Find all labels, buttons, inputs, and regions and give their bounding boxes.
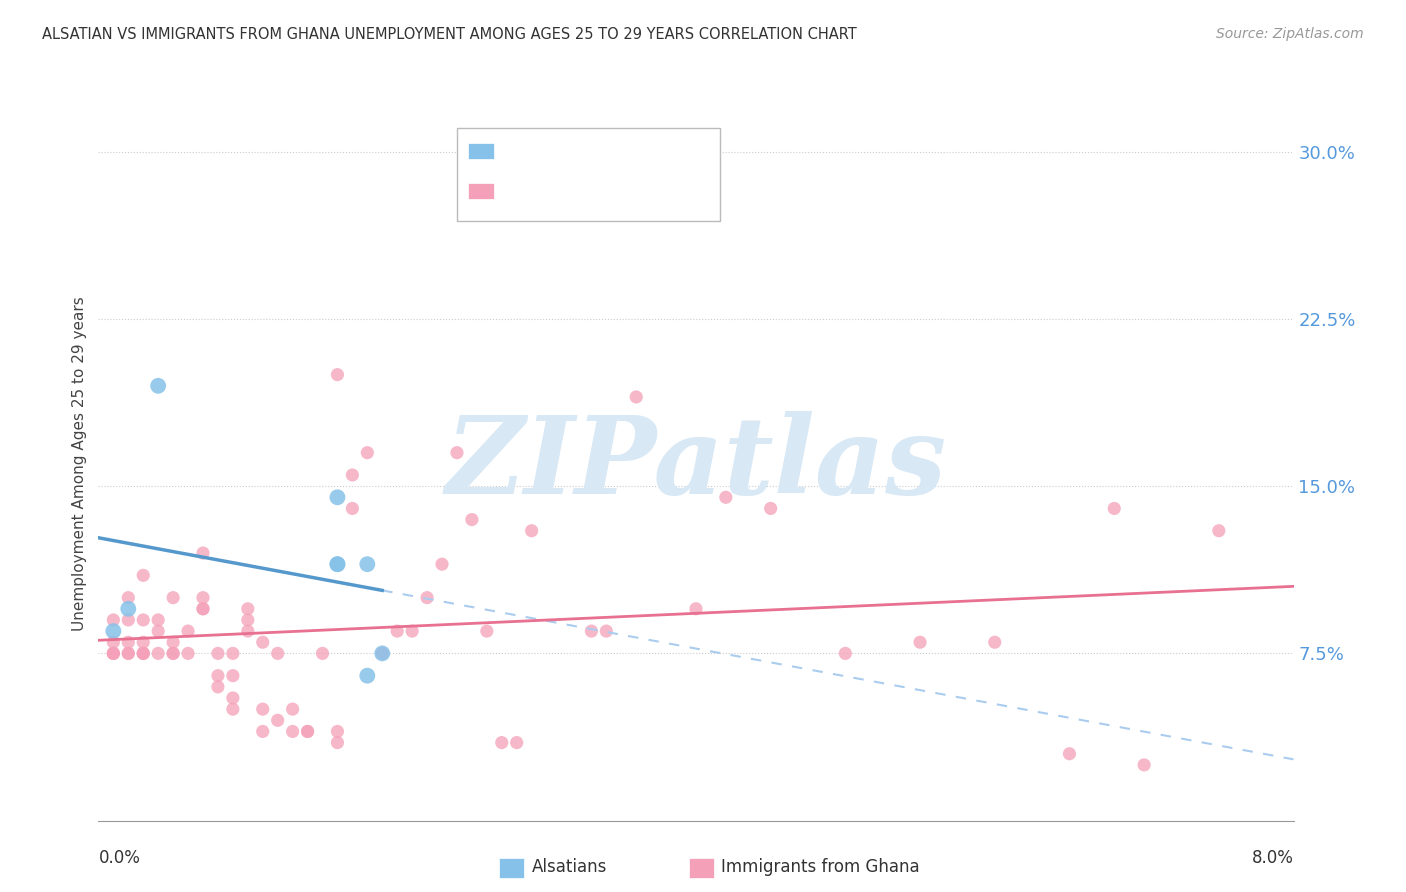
- Point: [252, 724, 274, 739]
- Point: [281, 702, 304, 716]
- Point: [222, 702, 245, 716]
- Point: [222, 669, 245, 683]
- Point: [207, 680, 229, 694]
- Point: [222, 646, 245, 660]
- Point: [117, 613, 139, 627]
- Point: [356, 445, 378, 460]
- Point: [342, 467, 364, 482]
- Point: [385, 624, 409, 639]
- Point: [236, 602, 259, 616]
- Point: [759, 501, 782, 516]
- Point: [506, 735, 529, 749]
- Point: [117, 646, 139, 660]
- Point: [252, 635, 274, 649]
- Point: [162, 646, 184, 660]
- Point: [103, 646, 125, 660]
- Point: [371, 646, 394, 660]
- Point: [491, 735, 513, 749]
- Point: [834, 646, 856, 660]
- Point: [401, 624, 423, 639]
- Point: [117, 591, 139, 605]
- Text: R = 0.447   N =  9: R = 0.447 N = 9: [503, 140, 683, 158]
- Point: [326, 557, 349, 572]
- Point: [908, 635, 931, 649]
- Text: Alsatians: Alsatians: [531, 858, 607, 876]
- Point: [162, 635, 184, 649]
- Point: [520, 524, 543, 538]
- Point: [475, 624, 498, 639]
- Point: [326, 491, 349, 505]
- Point: [103, 624, 125, 639]
- Point: [236, 624, 259, 639]
- Point: [191, 591, 214, 605]
- Point: [132, 635, 155, 649]
- Point: [371, 646, 394, 660]
- Point: [311, 646, 333, 660]
- Point: [148, 613, 170, 627]
- Point: [148, 624, 170, 639]
- Point: [267, 646, 290, 660]
- Point: [177, 624, 200, 639]
- Point: [191, 546, 214, 560]
- Point: [446, 445, 468, 460]
- Point: [461, 512, 484, 526]
- Point: [595, 624, 617, 639]
- Point: [430, 557, 453, 572]
- Point: [222, 690, 245, 705]
- Point: [624, 390, 647, 404]
- Point: [297, 724, 319, 739]
- Point: [342, 501, 364, 516]
- Text: 8.0%: 8.0%: [1251, 849, 1294, 867]
- Point: [103, 646, 125, 660]
- Point: [132, 646, 155, 660]
- Point: [326, 724, 349, 739]
- Point: [132, 568, 155, 582]
- Point: [1102, 501, 1125, 516]
- Point: [103, 635, 125, 649]
- Point: [416, 591, 439, 605]
- Point: [117, 602, 139, 616]
- Text: ZIPatlas: ZIPatlas: [446, 411, 946, 516]
- Point: [207, 669, 229, 683]
- Point: [1059, 747, 1081, 761]
- Point: [236, 613, 259, 627]
- Point: [1133, 758, 1156, 772]
- Point: [177, 646, 200, 660]
- Point: [148, 646, 170, 660]
- Text: R = 0.165   N = 79: R = 0.165 N = 79: [503, 180, 683, 198]
- Point: [685, 602, 707, 616]
- Text: Source: ZipAtlas.com: Source: ZipAtlas.com: [1216, 27, 1364, 41]
- Text: ALSATIAN VS IMMIGRANTS FROM GHANA UNEMPLOYMENT AMONG AGES 25 TO 29 YEARS CORRELA: ALSATIAN VS IMMIGRANTS FROM GHANA UNEMPL…: [42, 27, 856, 42]
- Text: Immigrants from Ghana: Immigrants from Ghana: [721, 858, 920, 876]
- Point: [326, 368, 349, 382]
- Point: [207, 646, 229, 660]
- Point: [1208, 524, 1230, 538]
- Point: [983, 635, 1005, 649]
- Point: [326, 735, 349, 749]
- Point: [281, 724, 304, 739]
- Text: 0.0%: 0.0%: [98, 849, 141, 867]
- Point: [191, 602, 214, 616]
- Point: [148, 378, 170, 392]
- Point: [252, 702, 274, 716]
- Point: [117, 646, 139, 660]
- Point: [326, 557, 349, 572]
- Point: [714, 491, 737, 505]
- Y-axis label: Unemployment Among Ages 25 to 29 years: Unemployment Among Ages 25 to 29 years: [72, 296, 87, 632]
- Point: [162, 591, 184, 605]
- Point: [581, 624, 603, 639]
- Point: [132, 646, 155, 660]
- Point: [267, 714, 290, 728]
- Point: [356, 557, 378, 572]
- Point: [132, 613, 155, 627]
- Point: [132, 646, 155, 660]
- Point: [297, 724, 319, 739]
- Point: [356, 669, 378, 683]
- Point: [191, 602, 214, 616]
- Point: [103, 646, 125, 660]
- Point: [162, 646, 184, 660]
- Point: [117, 635, 139, 649]
- Point: [103, 613, 125, 627]
